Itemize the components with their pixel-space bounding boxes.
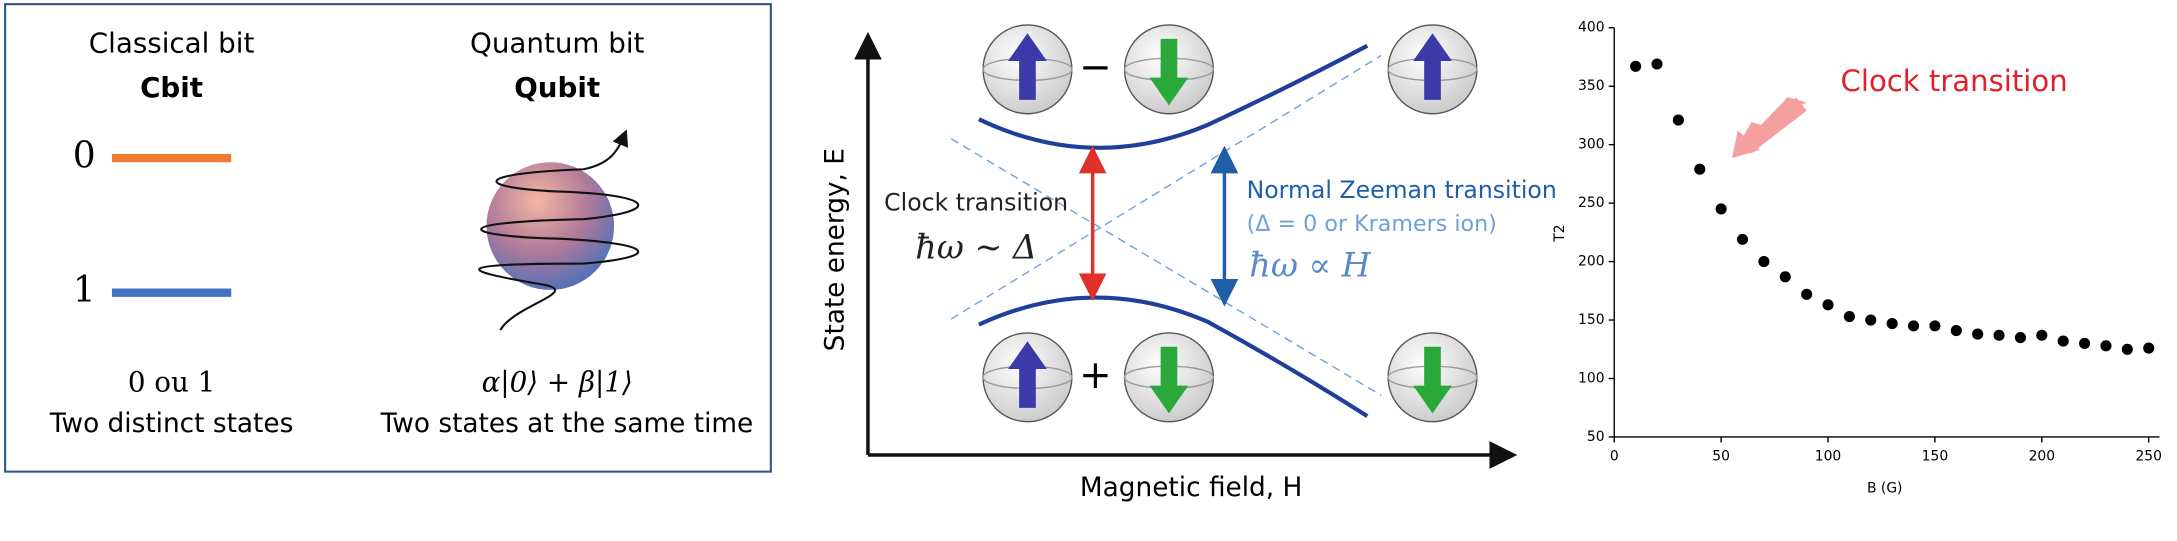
lower-level xyxy=(978,295,1369,418)
x-axis-label: Magnetic field, H xyxy=(1080,473,1302,503)
y-tick-label: 50 xyxy=(1587,429,1605,445)
data-point xyxy=(2036,329,2048,341)
data-point xyxy=(1865,314,1877,326)
level-label: 1 xyxy=(73,269,96,311)
qubit-state: α|0⟩ + β|1⟩ xyxy=(482,366,633,399)
qubit-spiral xyxy=(478,129,640,331)
y-tick-label: 200 xyxy=(1578,254,1604,270)
plus-sign: + xyxy=(1079,353,1112,398)
quantum-title: Quantum bit xyxy=(470,26,645,59)
middle-panel: State energy, E Magnetic field, H Clock … xyxy=(821,24,1557,503)
data-point xyxy=(1907,320,1920,332)
data-point xyxy=(1929,320,1941,332)
upper-level xyxy=(978,43,1369,150)
qubit-caption: Two states at the same time xyxy=(380,409,754,439)
dashed-asymptote xyxy=(950,138,1382,396)
x-axis-label: B (G) xyxy=(1867,480,1902,496)
data-point xyxy=(1993,329,2005,341)
data-point xyxy=(2079,337,2091,349)
data-point xyxy=(1630,60,1642,72)
dashed-asymptote xyxy=(950,54,1382,320)
data-point xyxy=(2100,340,2112,352)
data-point xyxy=(1843,310,1855,323)
minus-sign: − xyxy=(1079,45,1112,90)
data-point xyxy=(2143,342,2155,354)
data-point xyxy=(1736,233,1749,245)
spin-up xyxy=(982,24,1073,115)
classical-name: Cbit xyxy=(140,71,203,104)
y-tick-label: 400 xyxy=(1578,20,1604,36)
data-point xyxy=(1972,328,1984,340)
x-tick-label: 100 xyxy=(1815,448,1841,464)
spin-down xyxy=(1123,24,1215,115)
quantum-name: Qubit xyxy=(514,71,600,104)
spin-down xyxy=(1387,332,1478,423)
data-point xyxy=(1822,299,1834,311)
annotation-arrow-head xyxy=(1732,130,1760,159)
spin-up xyxy=(1387,24,1478,115)
classical-states: 0 ou 1 xyxy=(128,366,215,399)
x-tick-label: 50 xyxy=(1712,448,1730,464)
y-axis-label: State energy, E xyxy=(821,148,851,351)
y-tick-label: 100 xyxy=(1578,371,1604,387)
zeeman-formula: ħω ∝ H xyxy=(1249,246,1371,285)
y-tick-label: 250 xyxy=(1578,195,1604,211)
annotation-arrow-shaft xyxy=(1740,97,1807,154)
data-point xyxy=(2014,332,2026,344)
x-tick-label: 0 xyxy=(1610,448,1619,464)
data-point xyxy=(1801,288,1813,300)
x-tick-label: 250 xyxy=(2135,448,2161,464)
data-point xyxy=(1694,163,1706,175)
x-tick-label: 200 xyxy=(2029,448,2055,464)
y-axis-label: T2 xyxy=(1552,224,1568,242)
data-point xyxy=(1886,318,1898,330)
data-point xyxy=(1950,325,1962,337)
spin-down xyxy=(1123,332,1215,423)
qubit-sphere xyxy=(486,162,615,290)
classical-title: Classical bit xyxy=(89,26,255,59)
data-point xyxy=(1779,271,1791,283)
zeeman-note: (Δ = 0 or Kramers ion) xyxy=(1247,211,1497,237)
data-point xyxy=(1715,203,1727,215)
left-panel: Classical bit Cbit Quantum bit Qubit 0 1… xyxy=(4,3,772,473)
y-tick-label: 300 xyxy=(1578,137,1604,153)
x-tick-label: 150 xyxy=(1922,448,1948,464)
level-label: 0 xyxy=(73,135,96,177)
data-point xyxy=(1758,256,1770,268)
data-point xyxy=(2121,343,2133,355)
zeeman-label: Normal Zeeman transition xyxy=(1247,176,1557,204)
y-tick-label: 150 xyxy=(1578,312,1604,328)
spin-up xyxy=(982,332,1073,423)
clock-label: Clock transition xyxy=(884,188,1068,216)
clock-formula: ħω ~ Δ xyxy=(915,228,1037,267)
data-point xyxy=(1651,58,1663,70)
y-tick-label: 350 xyxy=(1578,78,1604,94)
annotation: Clock transition xyxy=(1841,64,2068,98)
classical-caption: Two distinct states xyxy=(49,409,294,439)
data-point xyxy=(2057,335,2069,347)
data-point xyxy=(1672,114,1684,126)
t2-chart: Clock transition B (G) T2 50 100 150 200 250… xyxy=(1552,20,2162,497)
panel-border xyxy=(4,3,772,473)
